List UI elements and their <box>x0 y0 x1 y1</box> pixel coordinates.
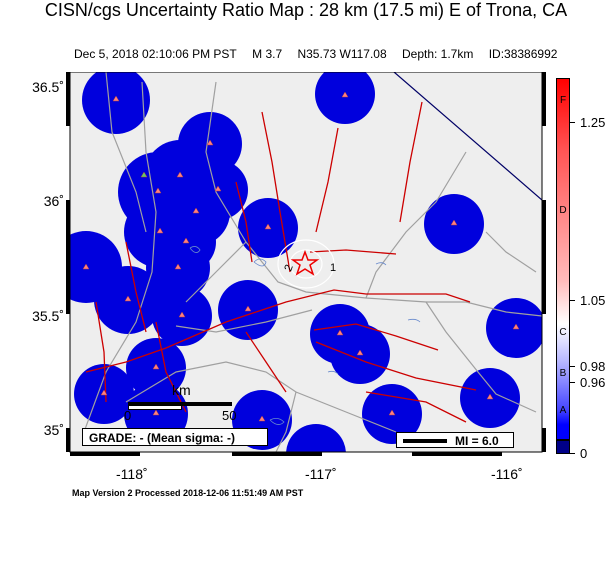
grade-letter-c: C <box>559 327 567 338</box>
map-panel[interactable] <box>66 72 546 462</box>
frame-ticks <box>66 72 546 456</box>
grade-label: GRADE: - (Mean sigma: -) <box>89 431 236 445</box>
state-boundary <box>393 72 542 201</box>
grade-letter-f: F <box>559 95 567 106</box>
station-coverage-disks <box>70 72 542 452</box>
event-datetime: Dec 5, 2018 02:10:06 PM PST <box>74 47 237 61</box>
lon-label-118: -118˚ <box>116 466 148 482</box>
grade-letter-d: D <box>559 205 567 216</box>
colorbar-ticks <box>569 382 575 383</box>
event-depth: Depth: 1.7km <box>401 47 474 61</box>
lat-label-35: 35˚ <box>43 422 64 438</box>
epicenter-star <box>290 249 320 276</box>
lakes <box>189 246 421 425</box>
scale-bar-segment <box>128 405 182 410</box>
contour-label-1: 1 <box>330 262 337 274</box>
lat-label-35-5: 35.5˚ <box>32 308 64 324</box>
colorbar-ticks <box>569 122 575 123</box>
event-location: N35.73 W117.08 <box>297 47 387 61</box>
mi-legend-line <box>403 439 447 443</box>
mi-legend: MI = 6.0 <box>396 432 514 448</box>
colorbar-tick-1-05: 1.05 <box>580 293 606 308</box>
event-id: ID:38386992 <box>488 47 558 61</box>
colorbar <box>556 78 570 440</box>
colorbar-ticks <box>569 300 575 301</box>
roads <box>83 72 542 452</box>
scale-bar: km 0 50 <box>124 382 244 426</box>
colorbar-tick-1-25: 1.25 <box>580 115 606 130</box>
footer-version: Map Version 2 Processed 2018-12-06 11:51… <box>72 488 304 498</box>
faults <box>85 101 477 423</box>
uncertainty-contours <box>277 239 335 289</box>
mi-legend-label: MI = 6.0 <box>455 434 499 448</box>
station-markers <box>82 91 520 422</box>
scale-bar-line <box>128 402 232 406</box>
colorbar-tick-0-98: 0.98 <box>580 359 606 374</box>
lat-label-36-5: 36.5˚ <box>32 79 64 95</box>
colorbar-tick-0: 0 <box>580 446 588 461</box>
colorbar-ticks <box>569 453 575 454</box>
grade-letter-b: B <box>559 368 567 379</box>
lon-label-117: -117˚ <box>305 466 337 482</box>
colorbar-ticks <box>569 366 575 367</box>
colorbar-base <box>556 440 570 454</box>
colorbar-tick-0-96: 0.96 <box>580 375 606 390</box>
map-title: CISN/cgs Uncertainty Ratio Map : 28 km (… <box>44 0 568 20</box>
grade-letter-a: A <box>559 405 567 416</box>
event-info: Dec 5, 2018 02:10:06 PM PST M 3.7 N35.73… <box>74 47 569 61</box>
event-magnitude: M 3.7 <box>252 47 283 61</box>
scale-bar-unit: km <box>172 382 191 398</box>
lon-label-116: -116˚ <box>491 466 523 482</box>
grade-box: GRADE: - (Mean sigma: -) <box>82 428 268 446</box>
lat-label-36: 36˚ <box>43 193 64 209</box>
map-svg <box>66 72 546 456</box>
scale-bar-end: 50 <box>222 408 237 423</box>
scale-bar-start: 0 <box>124 408 132 423</box>
